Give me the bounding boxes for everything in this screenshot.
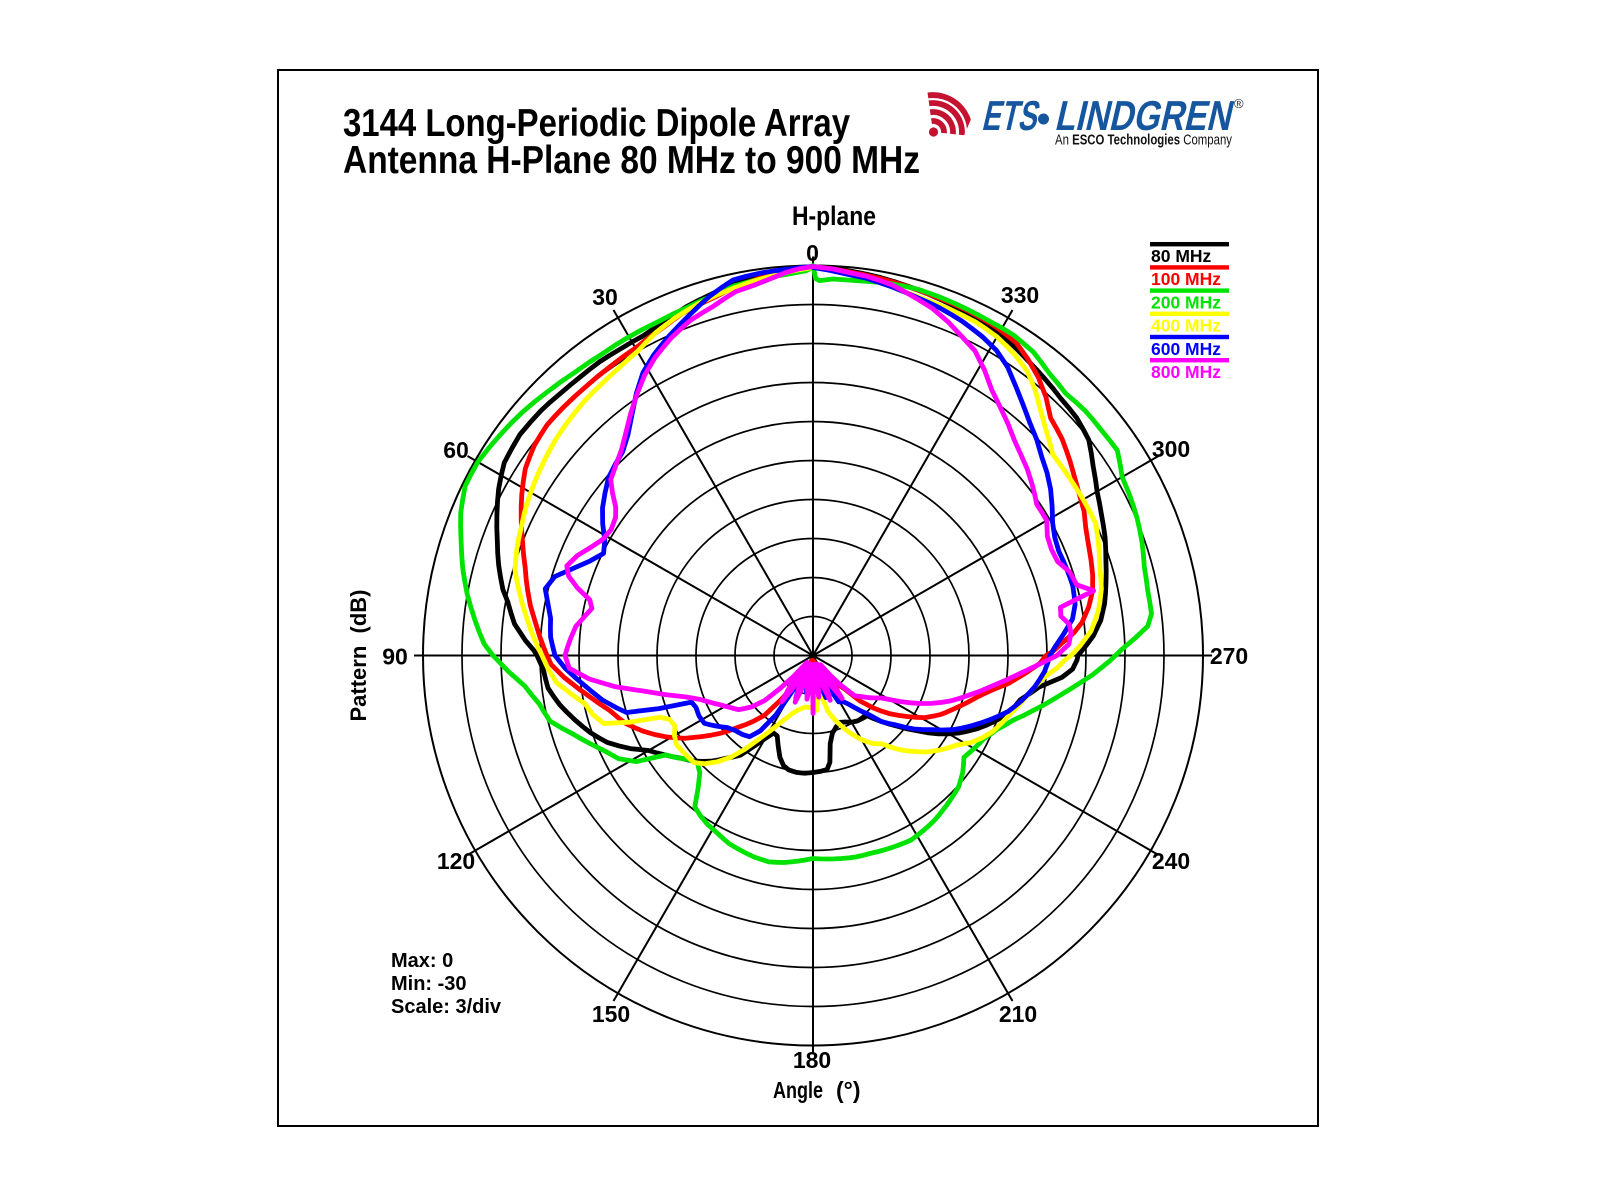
svg-text:Max: 0: Max: 0 xyxy=(391,950,453,972)
svg-text:90: 90 xyxy=(382,644,408,670)
svg-text:3144 Long-Periodic Dipole Arra: 3144 Long-Periodic Dipole Array xyxy=(343,102,850,145)
svg-text:LINDGREN: LINDGREN xyxy=(1052,92,1239,139)
svg-text:180: 180 xyxy=(793,1047,831,1073)
svg-text:Antenna H-Plane 80 MHz to 900: Antenna H-Plane 80 MHz to 900 MHz xyxy=(343,139,920,182)
svg-text:330: 330 xyxy=(1001,282,1039,308)
svg-text:Pattern (dB): Pattern (dB) xyxy=(346,590,371,722)
svg-text:Angle: Angle xyxy=(773,1077,823,1103)
svg-text:An ESCO Technologies Company: An ESCO Technologies Company xyxy=(1055,133,1233,149)
svg-text:100 MHz: 100 MHz xyxy=(1151,269,1221,289)
svg-text:150: 150 xyxy=(592,1001,630,1027)
svg-text:240: 240 xyxy=(1152,848,1190,874)
svg-text:30: 30 xyxy=(592,284,618,310)
svg-text:270: 270 xyxy=(1210,643,1248,669)
svg-text:ETS: ETS xyxy=(979,92,1045,139)
svg-text:0: 0 xyxy=(806,240,819,266)
svg-text:600 MHz: 600 MHz xyxy=(1151,339,1221,359)
svg-text:®: ® xyxy=(1234,96,1244,111)
svg-text:H-plane: H-plane xyxy=(792,201,876,231)
svg-text:400 MHz: 400 MHz xyxy=(1151,316,1221,336)
svg-text:120: 120 xyxy=(437,848,475,874)
svg-text:210: 210 xyxy=(999,1001,1037,1027)
svg-text:200 MHz: 200 MHz xyxy=(1151,292,1221,312)
svg-text:800 MHz: 800 MHz xyxy=(1151,362,1221,382)
svg-text:60: 60 xyxy=(443,437,469,463)
svg-text:Scale: 3/div: Scale: 3/div xyxy=(391,996,502,1018)
svg-text:80 MHz: 80 MHz xyxy=(1151,246,1212,266)
svg-text:300: 300 xyxy=(1152,436,1190,462)
svg-text:Min: -30: Min: -30 xyxy=(391,973,467,995)
svg-text:(°): (°) xyxy=(836,1077,861,1103)
